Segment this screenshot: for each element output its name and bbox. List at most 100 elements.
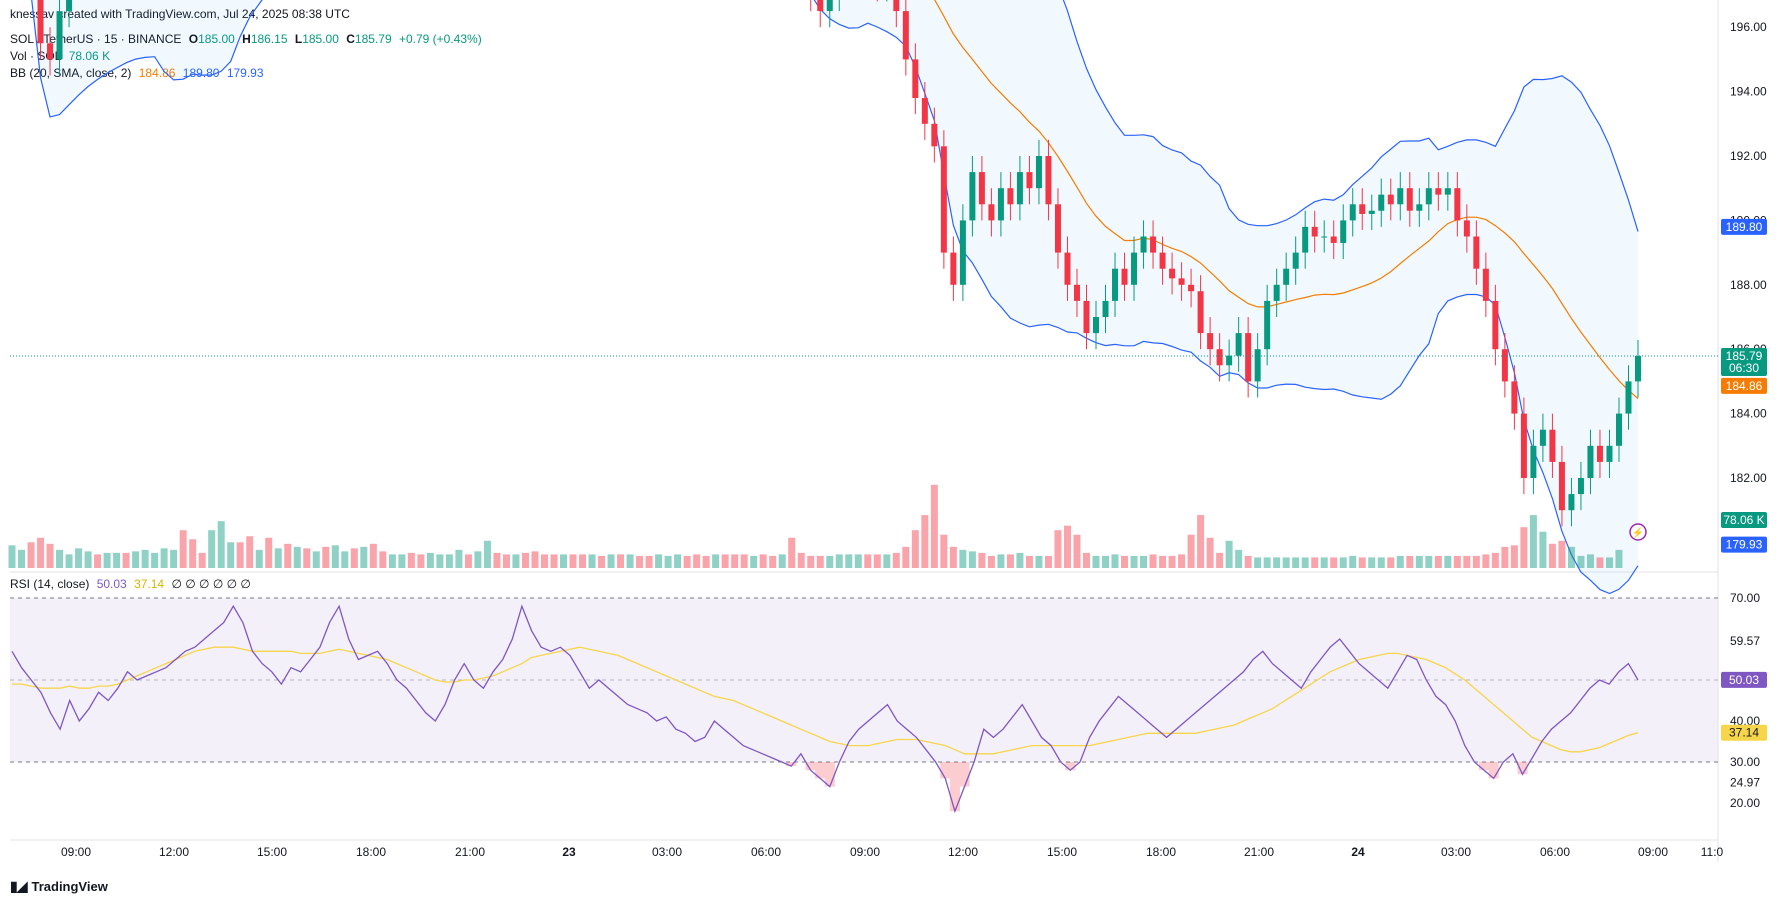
- volume-bar: [455, 549, 463, 568]
- tradingview-logo[interactable]: ▮◢ TradingView: [10, 878, 108, 895]
- price-tick-label: 192.00: [1730, 149, 1767, 163]
- volume-bar: [56, 549, 64, 568]
- candle-body: [1045, 156, 1052, 205]
- price-tick-label: 188.00: [1730, 278, 1767, 292]
- candle-body: [988, 204, 995, 221]
- volume-bar: [151, 552, 159, 568]
- price-tick-label: 182.00: [1730, 471, 1767, 485]
- volume-bar: [1548, 543, 1556, 568]
- volume-bar: [331, 545, 339, 568]
- volume-bar: [189, 539, 197, 568]
- volume-bar: [788, 537, 796, 568]
- volume-bar: [968, 551, 976, 568]
- volume-bar: [18, 549, 26, 568]
- candle-body: [1321, 236, 1328, 238]
- price-tag: [1721, 347, 1767, 376]
- volume-bar: [721, 554, 729, 568]
- volume-bar: [883, 554, 891, 568]
- volume-bar: [1425, 555, 1433, 568]
- candle-body: [1264, 300, 1271, 350]
- volume-bar: [160, 548, 168, 568]
- volume-bar: [997, 554, 1005, 568]
- volume-tag: [1721, 512, 1767, 528]
- time-tick-label: 09:00: [61, 845, 91, 859]
- candle-body: [1254, 349, 1261, 382]
- volume-bar: [892, 552, 900, 568]
- candle-body: [1150, 236, 1157, 253]
- volume-bar: [959, 549, 967, 568]
- time-tick-label: 03:00: [652, 845, 682, 859]
- candle-body: [1102, 300, 1109, 317]
- volume-bar: [350, 548, 358, 568]
- volume-bar: [1016, 552, 1024, 568]
- ohlc-open: O185.00: [188, 32, 235, 46]
- volume-bar: [807, 555, 815, 568]
- candle-body: [1054, 204, 1061, 253]
- candle-body: [921, 98, 928, 124]
- volume-bar: [978, 552, 986, 568]
- volume-bar: [1330, 557, 1338, 568]
- candle-body: [1492, 300, 1499, 350]
- price-tag-label: 189.80: [1726, 220, 1763, 234]
- lightning-icon: [1629, 523, 1647, 541]
- volume-bar: [341, 551, 349, 568]
- volume-bar: [1415, 555, 1423, 568]
- volume-bar: [170, 549, 178, 568]
- candle-body: [1083, 300, 1090, 334]
- candle-body: [1093, 317, 1099, 334]
- candle-body: [1340, 220, 1347, 243]
- candle-body: [37, 0, 44, 44]
- volume-bar: [1596, 557, 1604, 568]
- volume-bar: [1178, 554, 1186, 568]
- volume-bar: [1140, 555, 1148, 568]
- volume-bar: [987, 555, 995, 568]
- time-tick-label: 12:00: [948, 845, 978, 859]
- candle-body: [817, 0, 824, 12]
- volume-bar: [122, 552, 130, 568]
- volume-bar: [826, 555, 834, 568]
- candle-body: [1311, 226, 1318, 237]
- candle-body: [1007, 188, 1014, 205]
- candle-body: [1216, 349, 1223, 366]
- time-tick-label: 23: [562, 845, 576, 859]
- candle-body: [1568, 494, 1575, 511]
- volume-bar: [1368, 557, 1376, 568]
- volume-bar: [797, 552, 805, 568]
- time-tick-label: 18:00: [356, 845, 386, 859]
- volume-bar: [493, 552, 501, 568]
- volume-bar: [598, 555, 606, 568]
- volume-bar: [845, 554, 853, 568]
- ohlc-high: H186.15: [242, 32, 288, 46]
- candle-body: [1482, 268, 1489, 301]
- volume-bar: [1159, 555, 1167, 568]
- candle-body: [1283, 268, 1290, 285]
- price-tick-label: 194.00: [1730, 85, 1767, 99]
- volume-bar: [1244, 555, 1252, 568]
- volume-bar: [1054, 530, 1062, 568]
- symbol-name[interactable]: SOL / TetherUS · 15 · BINANCE: [10, 32, 182, 46]
- candle-body: [1378, 194, 1385, 211]
- volume-bar: [445, 554, 453, 568]
- volume-bar: [911, 530, 919, 568]
- volume-bar: [1349, 555, 1357, 568]
- lightning-glyph: ⚡: [1632, 526, 1644, 539]
- volume-bar: [816, 555, 824, 568]
- volume-bar: [674, 554, 682, 568]
- candle-body: [826, 0, 833, 12]
- volume-bar: [655, 554, 663, 568]
- bb-lower-value: 179.93: [226, 66, 264, 80]
- price-tick-label: 184.00: [1730, 407, 1767, 421]
- time-tick-label: 09:00: [1638, 845, 1668, 859]
- candle-body: [1026, 172, 1033, 189]
- rsi-label[interactable]: RSI (14, close): [10, 577, 90, 591]
- candle-body: [1397, 188, 1404, 205]
- volume-bar: [1292, 557, 1300, 568]
- volume-bar: [1263, 557, 1271, 568]
- volume-bar: [1472, 555, 1480, 568]
- time-tick-label: 06:00: [1540, 845, 1570, 859]
- candle-body: [940, 146, 947, 253]
- bb-basis-line: [934, 0, 1639, 400]
- candle-body: [969, 172, 976, 221]
- price-tag-label: 184.86: [1726, 379, 1763, 393]
